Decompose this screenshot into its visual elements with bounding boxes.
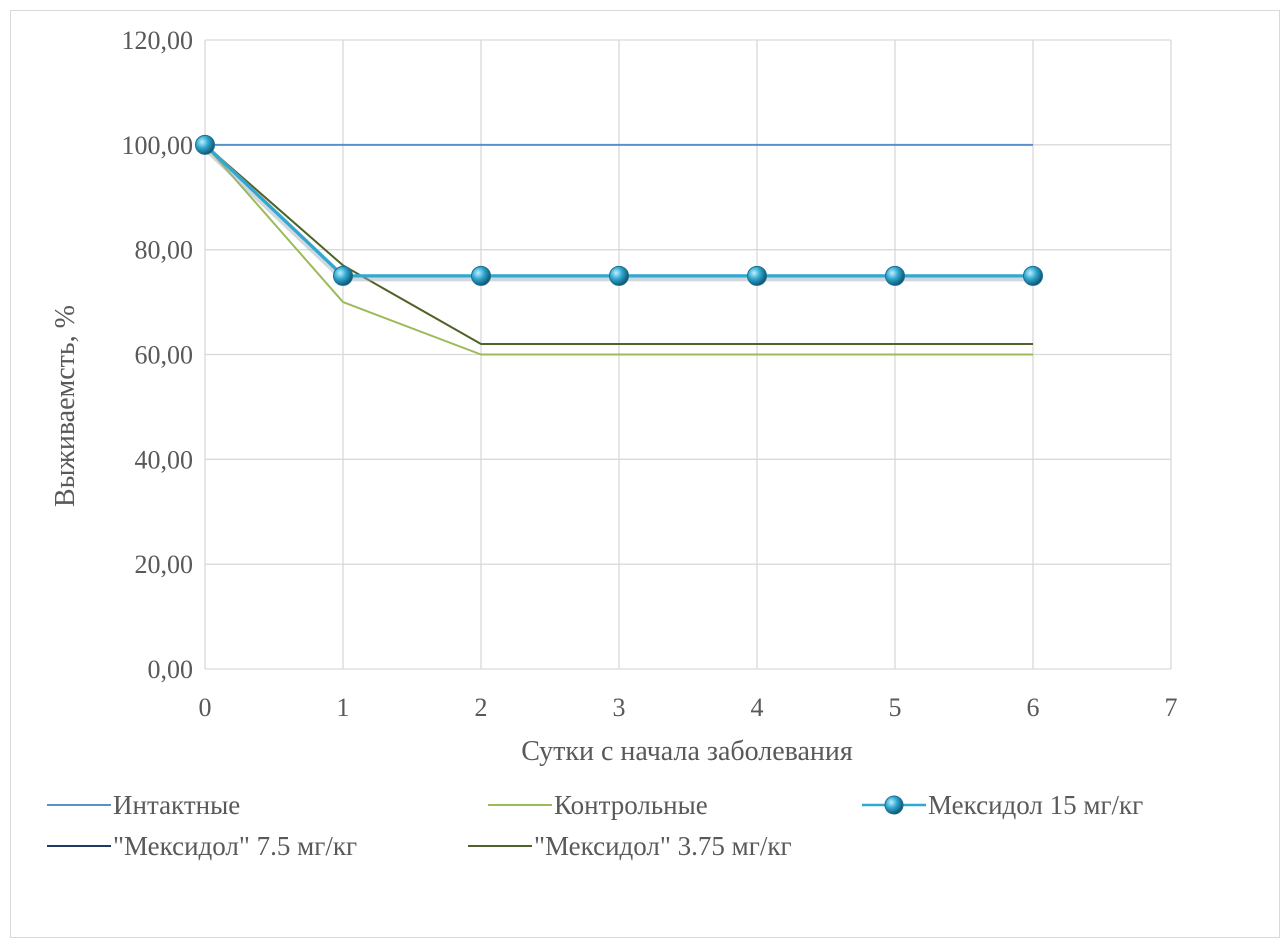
y-tick-label: 80,00 [135, 236, 194, 265]
chart-frame [10, 10, 1280, 938]
data-point-marker [333, 265, 353, 286]
x-tick-label: 7 [1165, 693, 1178, 722]
series-line-1 [204, 144, 1033, 356]
data-point-marker [195, 134, 215, 155]
y-axis-ticks: 0,00 20,00 40,00 60,00 80,00 100,00 120,00 [122, 26, 194, 684]
legend-label: Контрольные [554, 790, 708, 820]
x-tick-label: 2 [475, 693, 488, 722]
x-tick-label: 4 [751, 693, 764, 722]
data-point-marker [747, 265, 767, 286]
x-tick-label: 0 [199, 693, 212, 722]
y-tick-label: 100,00 [122, 131, 194, 160]
data-point-marker [609, 265, 629, 286]
y-tick-label: 60,00 [135, 341, 194, 370]
data-point-marker [1023, 265, 1043, 286]
y-tick-label: 40,00 [135, 445, 194, 474]
legend-label: "Мексидол" 7.5 мг/кг [113, 831, 357, 861]
x-tick-label: 6 [1027, 693, 1040, 722]
x-tick-label: 1 [337, 693, 350, 722]
legend: Интактные Контрольные Мексидол 15 мг/кг "Ме… [47, 790, 1143, 861]
x-axis-title: Сутки с начала заболевания [521, 736, 853, 767]
x-tick-label: 5 [889, 693, 902, 722]
y-tick-label: 20,00 [135, 550, 194, 579]
legend-label: Мексидол 15 мг/кг [928, 790, 1143, 820]
data-point-marker [471, 265, 491, 286]
y-tick-label: 0,00 [148, 655, 194, 684]
legend-label: "Мексидол" 3.75 мг/кг [534, 831, 792, 861]
series-layer [195, 134, 1043, 356]
y-axis-title: Выживаемсть, % [50, 305, 81, 507]
series-line-4 [204, 144, 1033, 346]
legend-marker [884, 795, 904, 815]
y-tick-label: 120,00 [122, 26, 194, 55]
x-axis-ticks: 0 1 2 3 4 5 6 7 [199, 693, 1178, 722]
data-point-marker [885, 265, 905, 286]
x-tick-label: 3 [613, 693, 626, 722]
legend-label: Интактные [113, 790, 240, 820]
